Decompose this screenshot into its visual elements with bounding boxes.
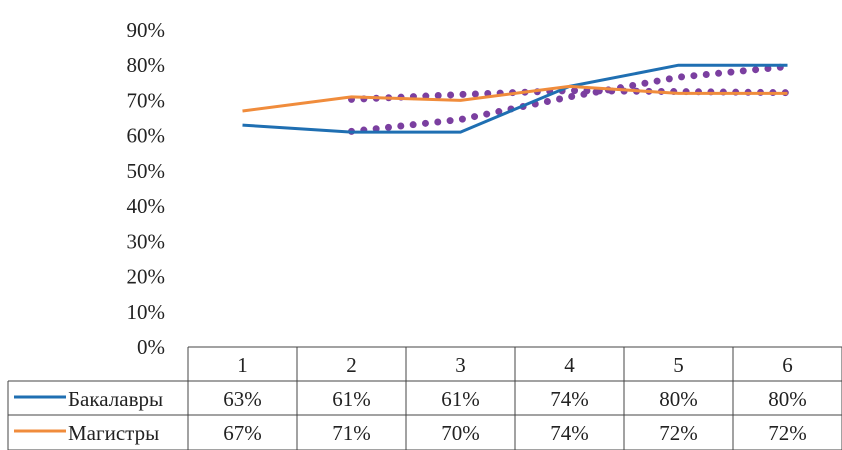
data-cell-value: 70% [441,421,480,445]
y-tick-label: 50% [127,159,166,183]
series-line-1 [242,63,788,134]
data-table: 1 2 3 4 5 6 Бакалавры 63% 61% 61% 74% 80% 80% Магистр… [7,346,842,450]
x-category-label: 4 [564,353,575,377]
data-cell-value: 72% [768,421,807,445]
x-category-label: 6 [782,353,793,377]
legend-label-1: Бакалавры [68,387,163,411]
series-line-2 [242,84,788,113]
y-tick-label: 60% [127,124,166,148]
trendlines [348,63,791,135]
y-tick-label: 10% [127,300,166,324]
y-tick-label: 0% [137,335,165,359]
x-category-label: 5 [673,353,684,377]
data-cell-value: 74% [550,387,589,411]
data-cell-value: 61% [332,387,371,411]
y-tick-label: 30% [127,229,166,253]
x-category-label: 3 [455,353,466,377]
data-cell-value: 63% [223,387,262,411]
legend-label-2: Магистры [68,421,159,445]
trendline-2 [348,87,791,103]
trendline-1 [348,63,791,135]
data-cell-value: 74% [550,421,589,445]
data-cell-value: 61% [441,387,480,411]
series-lines [242,63,788,134]
x-category-label: 1 [237,353,248,377]
y-tick-label: 20% [127,265,166,289]
y-tick-label: 70% [127,88,166,112]
data-cell-value: 80% [659,387,698,411]
y-tick-label: 80% [127,53,166,77]
data-cell-value: 80% [768,387,807,411]
y-tick-label: 40% [127,194,166,218]
y-axis-ticks: 0% 10% 20% 30% 40% 50% 60% 70% 80% 90% [127,18,166,359]
data-cell-value: 71% [332,421,371,445]
data-cell-value: 72% [659,421,698,445]
data-cell-value: 67% [223,421,262,445]
x-category-label: 2 [346,353,357,377]
y-tick-label: 90% [127,18,166,42]
